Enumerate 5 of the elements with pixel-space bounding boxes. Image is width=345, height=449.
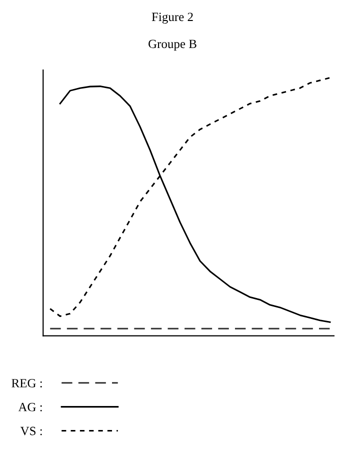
legend-label: VS : — [20, 426, 42, 436]
chart-subtitle: Groupe B — [148, 40, 196, 51]
chart-title: Figure 2 — [152, 12, 193, 24]
legend-label: REG : — [12, 378, 42, 388]
legend-label: AG : — [18, 402, 42, 412]
